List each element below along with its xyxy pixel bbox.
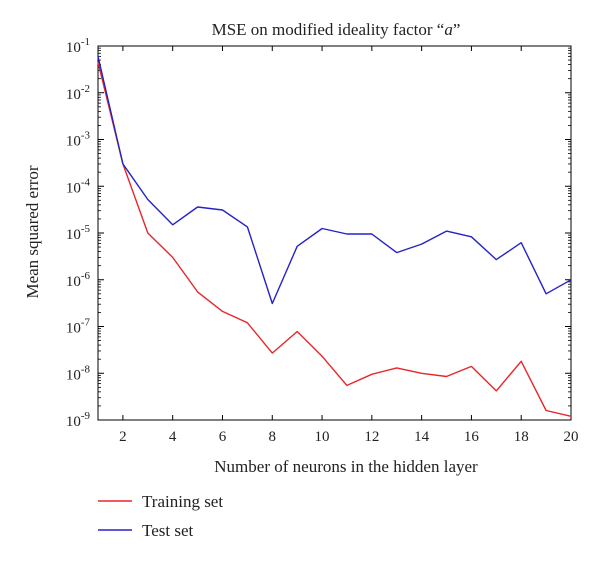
- chart-title-prefix: MSE on modified ideality factor “: [212, 20, 445, 39]
- x-tick-label: 6: [219, 429, 227, 445]
- x-tick-label: 20: [564, 429, 579, 445]
- series-line-training: [97, 62, 572, 417]
- x-tick-label: 2: [119, 429, 127, 445]
- y-tick-label: 10-5: [66, 223, 91, 243]
- x-tick-label: 12: [364, 429, 379, 445]
- y-tick-label: 10-3: [66, 130, 91, 150]
- plot-area: 2 4 6 8 10 12 14 16 18 20 10-1 10-2 10-3 10-4 10-5 10-6…: [66, 36, 579, 445]
- x-axis-label: Number of neurons in the hidden layer: [214, 457, 478, 476]
- x-tick-label: 14: [414, 429, 430, 445]
- x-tick-label: 4: [169, 429, 177, 445]
- chart-title: MSE on modified ideality factor “a”: [212, 20, 461, 39]
- chart-title-variable: a: [444, 20, 453, 39]
- legend-label-test: Test set: [142, 521, 193, 540]
- y-axis-label: Mean squared error: [23, 165, 42, 298]
- y-tick-label: 10-4: [66, 176, 91, 196]
- y-tick-label: 10-8: [66, 363, 91, 383]
- y-tick-label: 10-7: [66, 317, 91, 337]
- x-tick-label: 8: [269, 429, 277, 445]
- x-tick-label: 10: [315, 429, 330, 445]
- legend-label-training: Training set: [142, 492, 223, 511]
- x-tick-label: 18: [514, 429, 529, 445]
- y-tick-label: 10-1: [66, 36, 90, 56]
- series-line-test: [97, 56, 572, 305]
- chart-title-suffix: ”: [453, 20, 461, 39]
- y-tick-label: 10-9: [66, 410, 91, 430]
- legend: Training set Test set: [98, 492, 223, 540]
- plot-frame: [97, 45, 572, 421]
- y-tick-label: 10-6: [66, 270, 91, 290]
- y-tick-label: 10-2: [66, 83, 90, 103]
- x-tick-label: 16: [464, 429, 480, 445]
